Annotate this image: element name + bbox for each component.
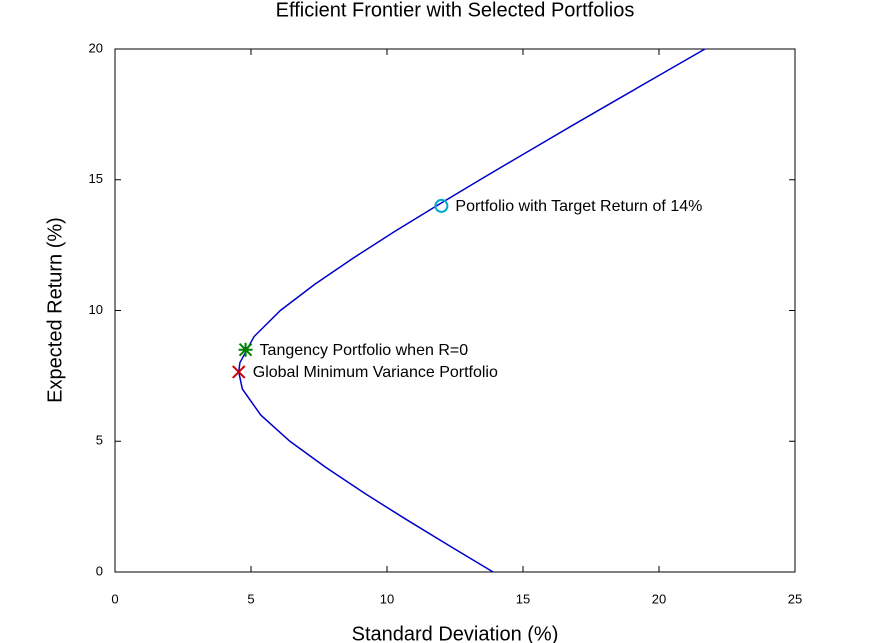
x-tick-label: 20 (652, 591, 666, 606)
x-tick-label: 5 (247, 591, 254, 606)
portfolio-marker (434, 198, 449, 213)
y-tick-label: 20 (89, 40, 103, 55)
x-tick-label: 25 (788, 591, 802, 606)
x-tick-label: 15 (516, 591, 530, 606)
portfolio-marker (232, 365, 246, 379)
y-tick-label: 0 (96, 563, 103, 578)
portfolio-label: Portfolio with Target Return of 14% (455, 198, 702, 215)
y-axis-label: Expected Return (%) (44, 217, 66, 403)
x-axis-label: Standard Deviation (%) (352, 623, 559, 643)
plot-area (114, 48, 796, 573)
y-tick-label: 5 (96, 433, 103, 448)
portfolio-marker (238, 342, 253, 357)
y-tick-label: 15 (89, 171, 103, 186)
portfolio-label: Tangency Portfolio when R=0 (260, 342, 469, 359)
y-tick-label: 10 (89, 302, 103, 317)
chart-title: Efficient Frontier with Selected Portfol… (276, 0, 635, 21)
x-tick-label: 0 (111, 591, 118, 606)
frontier-line (238, 48, 706, 573)
portfolio-label: Global Minimum Variance Portfolio (253, 364, 498, 381)
x-tick-label: 10 (380, 591, 394, 606)
